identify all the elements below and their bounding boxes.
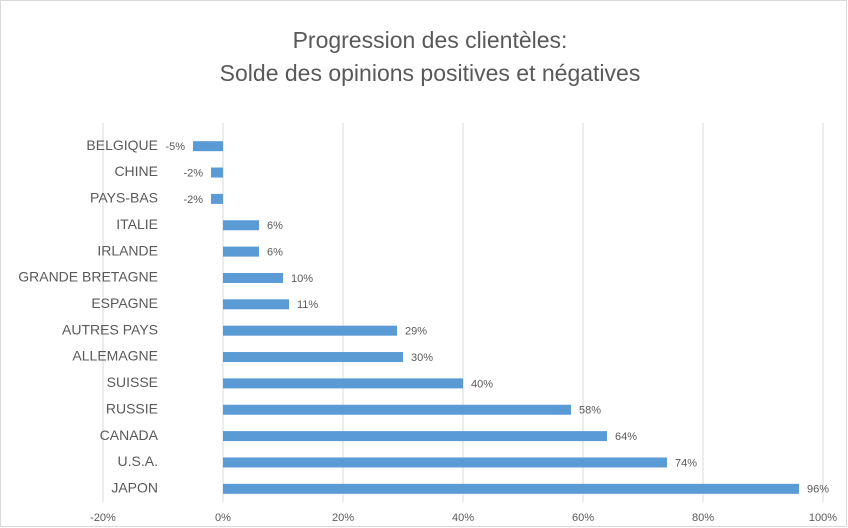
bar [211, 167, 223, 178]
y-tick-label: JAPON [111, 480, 158, 496]
value-label: -5% [165, 141, 185, 153]
y-tick-label: CHINE [114, 163, 158, 179]
y-tick-label: RUSSIE [106, 400, 158, 416]
y-tick-label: ESPAGNE [91, 295, 158, 311]
y-tick-label: BELGIQUE [86, 137, 158, 153]
chart-title: Solde des opinions positives et négative… [220, 60, 641, 86]
bar [223, 378, 463, 389]
bar [223, 352, 403, 363]
value-label: -2% [183, 167, 203, 179]
x-tick-label: 0% [215, 512, 231, 524]
value-label: -2% [183, 194, 203, 206]
bar [193, 141, 223, 152]
y-tick-label: U.S.A. [118, 453, 158, 469]
bar [223, 483, 799, 494]
y-tick-label: AUTRES PAYS [62, 321, 158, 337]
y-tick-label: GRANDE BRETAGNE [18, 269, 158, 285]
value-label: 40% [471, 378, 493, 390]
bar [223, 220, 259, 231]
x-tick-label: -20% [90, 512, 116, 524]
bar [223, 325, 397, 336]
bar [223, 299, 289, 310]
bar [223, 431, 607, 442]
value-label: 11% [297, 299, 318, 311]
value-label: 74% [675, 457, 697, 469]
y-tick-label: CANADA [100, 427, 159, 443]
x-tick-label: 100% [809, 512, 837, 524]
x-tick-label: 40% [452, 512, 474, 524]
bar [223, 246, 259, 257]
y-tick-label: ITALIE [116, 216, 158, 232]
value-label: 6% [267, 220, 283, 232]
x-tick-label: 20% [332, 512, 354, 524]
x-tick-label: 80% [692, 512, 714, 524]
bar [211, 193, 223, 204]
value-label: 29% [405, 326, 427, 338]
y-tick-label: ALLEMAGNE [72, 348, 158, 364]
value-label: 58% [579, 405, 601, 417]
value-label: 30% [411, 352, 433, 364]
bar [223, 457, 667, 468]
value-label: 64% [615, 431, 637, 443]
value-label: 6% [267, 247, 283, 259]
value-label: 10% [291, 273, 313, 285]
y-tick-label: SUISSE [107, 374, 158, 390]
bar [223, 404, 571, 415]
chart-title: Progression des clientèles: [293, 27, 568, 53]
y-tick-label: PAYS-BAS [90, 190, 158, 206]
y-tick-label: IRLANDE [97, 242, 158, 258]
x-tick-label: 60% [572, 512, 594, 524]
bar [223, 272, 283, 283]
value-label: 96% [807, 484, 829, 496]
